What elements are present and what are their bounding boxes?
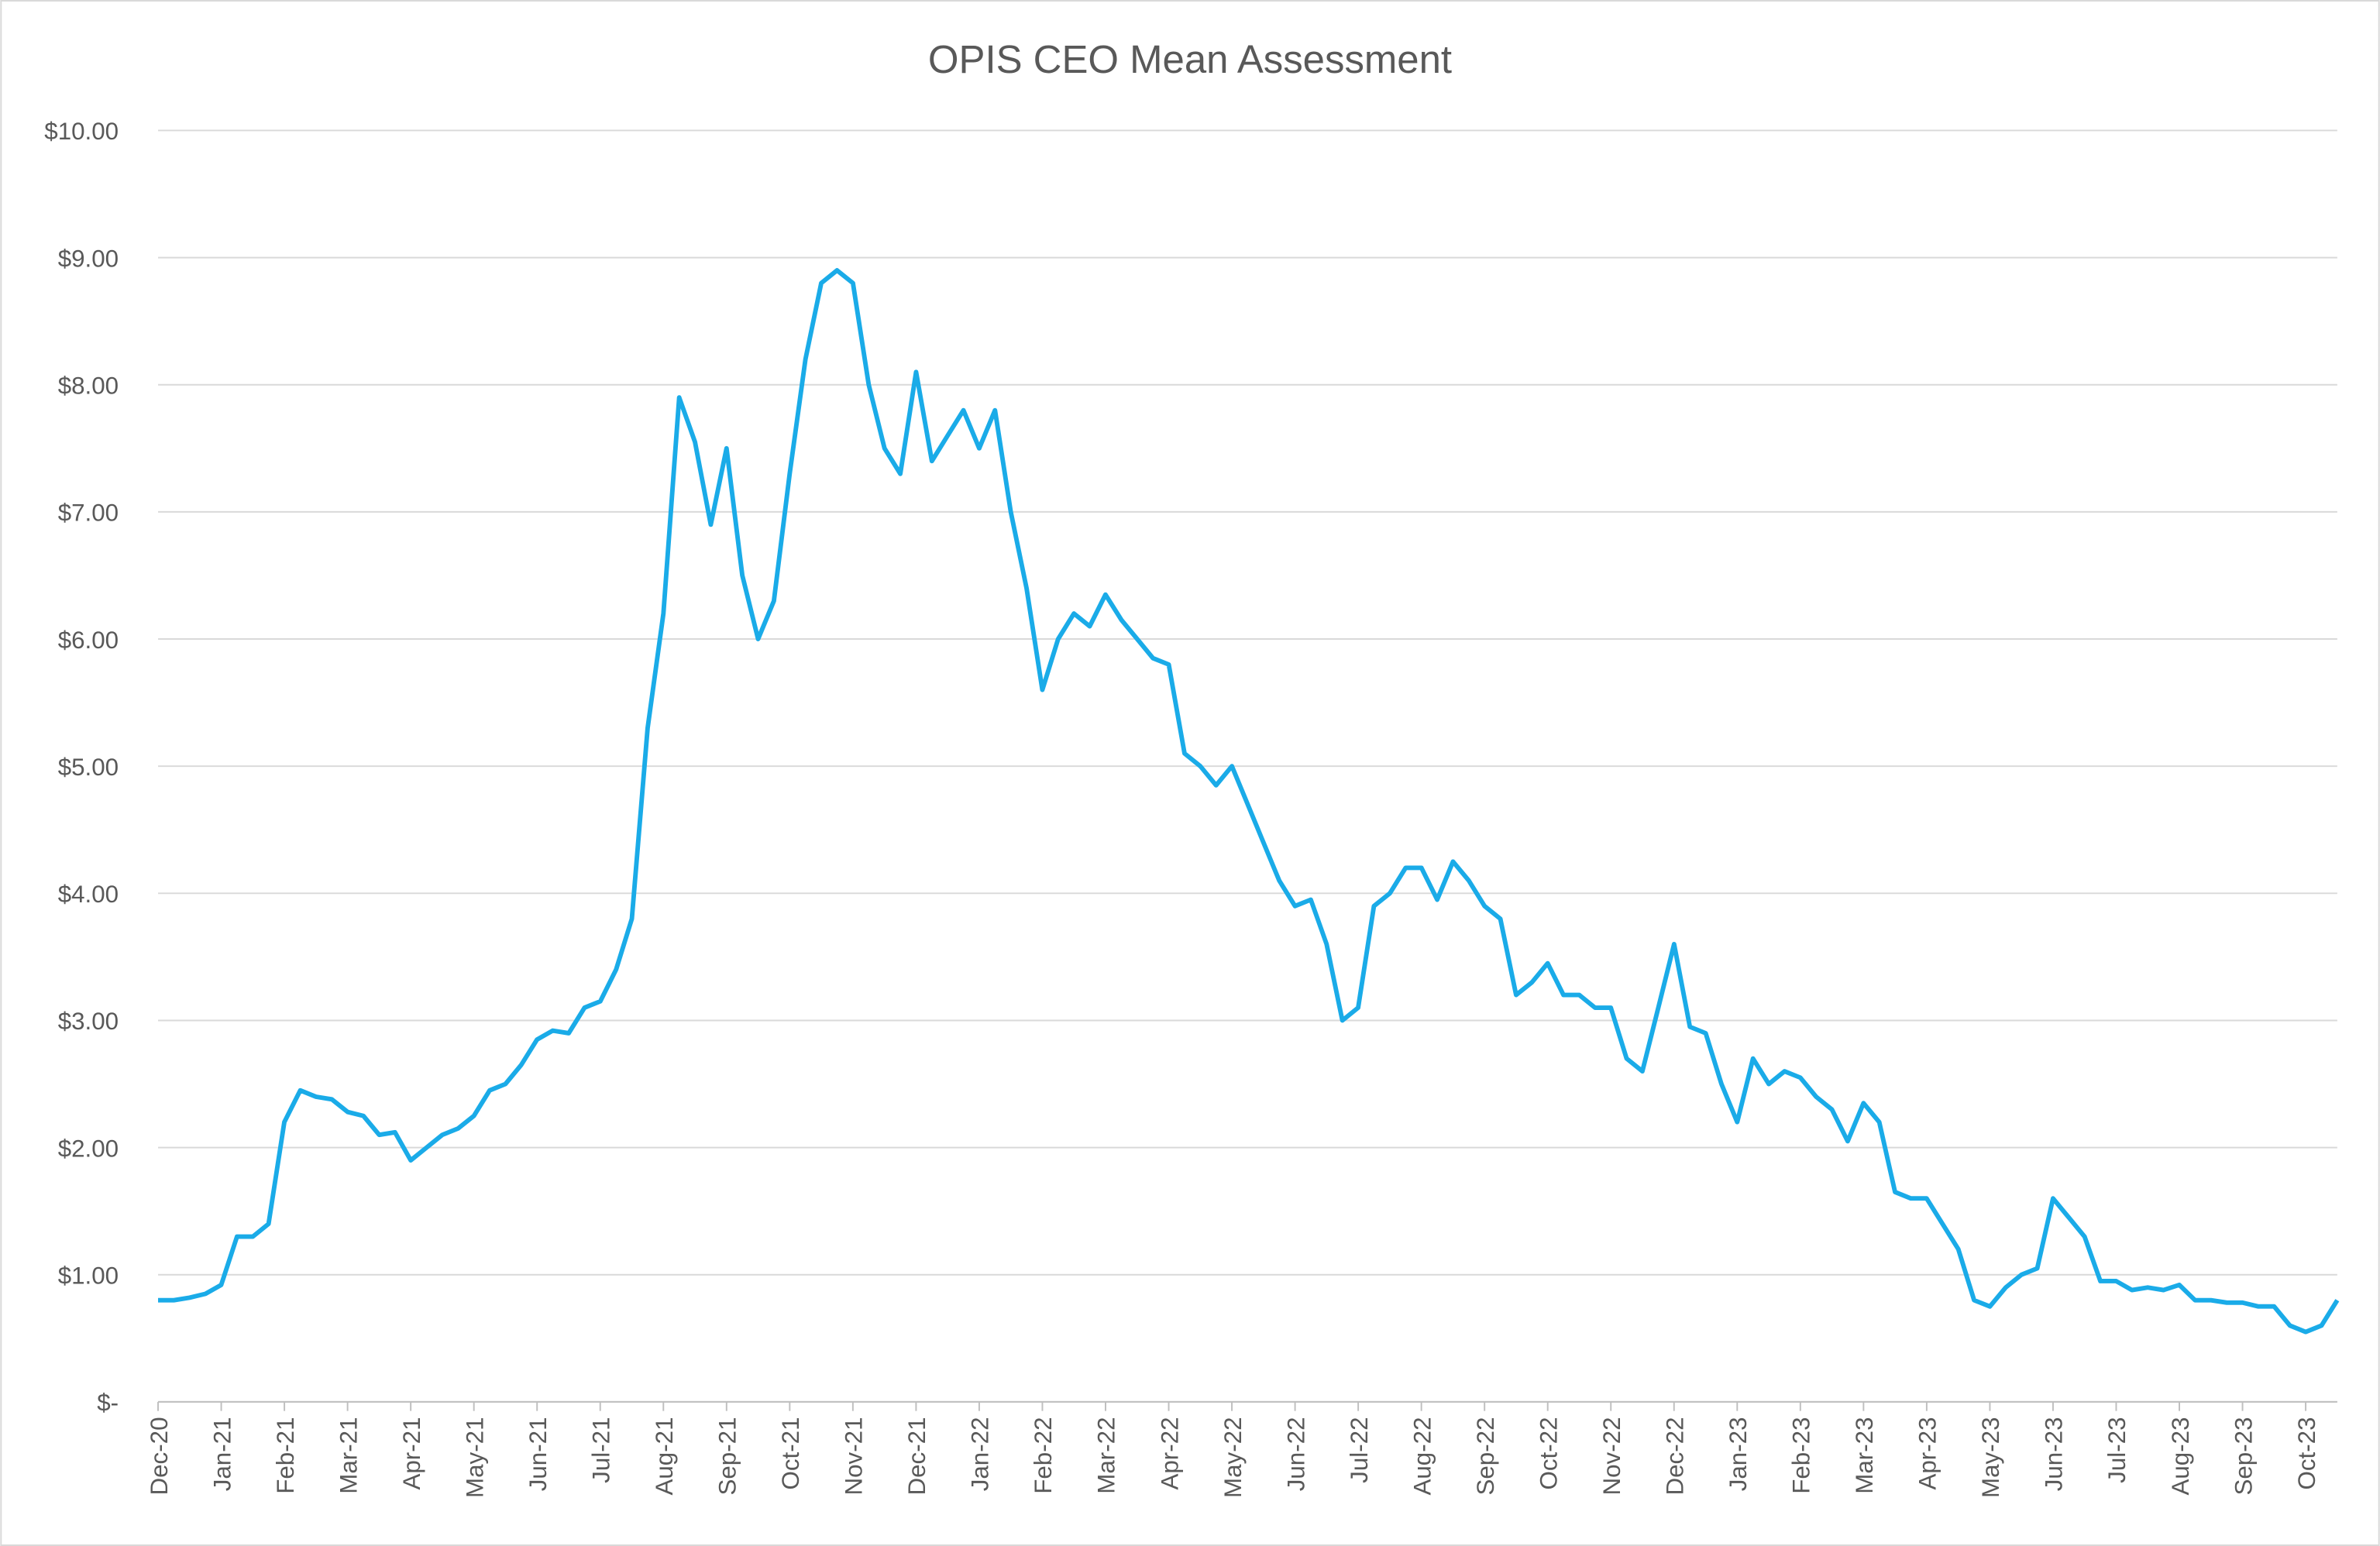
x-tick-label: Nov-21 [841,1417,868,1496]
x-tick-label: Jun-21 [524,1417,552,1492]
x-tick-label: Jul-22 [1346,1417,1373,1483]
y-tick-label: $10.00 [44,118,119,145]
x-tick-label: Feb-23 [1788,1417,1815,1494]
x-tick-label: Oct-23 [2293,1417,2320,1490]
x-tick-label: Apr-22 [1156,1417,1183,1490]
x-tick-label: Aug-23 [2167,1417,2194,1496]
x-tick-label: Dec-20 [146,1417,173,1496]
x-tick-label: Nov-22 [1598,1417,1625,1496]
y-tick-label: $7.00 [58,500,119,527]
x-tick-label: Mar-21 [335,1417,362,1494]
x-tick-label: May-21 [461,1417,488,1498]
x-tick-label: Mar-22 [1093,1417,1120,1494]
x-tick-label: May-22 [1219,1417,1247,1498]
x-tick-label: Feb-21 [272,1417,299,1494]
x-tick-label: Sep-23 [2230,1417,2257,1496]
x-tick-label: Jan-22 [967,1417,994,1492]
x-tick-label: Sep-21 [714,1417,741,1496]
y-tick-label: $5.00 [58,754,119,781]
y-tick-label: $3.00 [58,1008,119,1035]
y-tick-label: $- [97,1390,119,1417]
x-tick-label: Jan-21 [208,1417,236,1492]
x-tick-label: Jul-23 [2103,1417,2131,1483]
y-tick-label: $1.00 [58,1263,119,1290]
x-tick-label: Dec-21 [903,1417,930,1496]
chart-title: OPIS CEO Mean Assessment [928,37,1452,81]
x-tick-label: Apr-23 [1914,1417,1941,1490]
x-tick-label: Jun-23 [2041,1417,2068,1492]
x-tick-label: Sep-22 [1472,1417,1499,1496]
x-tick-label: Jan-23 [1725,1417,1752,1492]
x-tick-label: Oct-22 [1535,1417,1562,1490]
x-tick-label: Aug-21 [651,1417,678,1496]
x-tick-label: Dec-22 [1662,1417,1689,1496]
y-tick-label: $9.00 [58,245,119,272]
x-tick-label: May-23 [1977,1417,2004,1498]
x-tick-label: Feb-22 [1030,1417,1057,1494]
x-tick-label: Apr-21 [398,1417,425,1490]
line-series [158,268,2340,1335]
x-tick-label: Mar-23 [1851,1417,1878,1494]
x-tick-label: Aug-22 [1408,1417,1436,1496]
x-tick-label: Jun-22 [1282,1417,1309,1492]
x-tick-label: Jul-21 [587,1417,614,1483]
y-tick-label: $2.00 [58,1135,119,1162]
y-tick-label: $4.00 [58,881,119,908]
y-tick-label: $8.00 [58,373,119,400]
y-tick-label: $6.00 [58,627,119,654]
x-tick-label: Oct-21 [777,1417,804,1490]
